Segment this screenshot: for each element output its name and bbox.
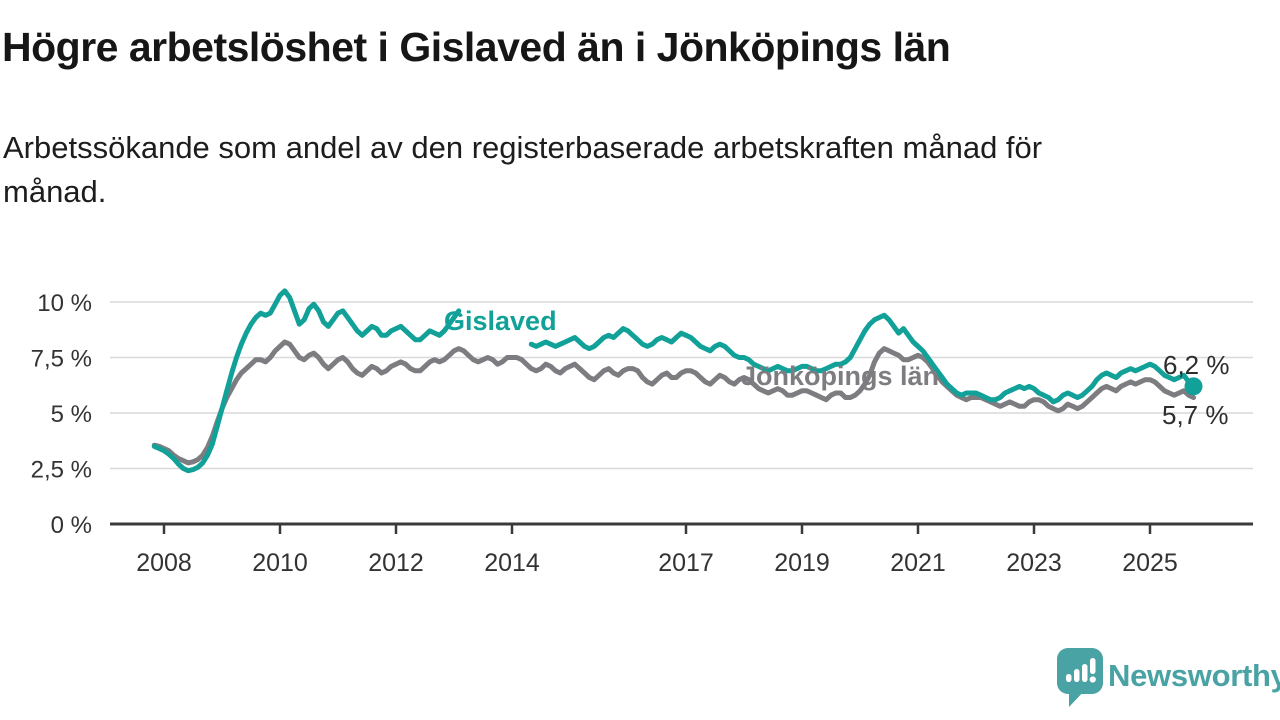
end-value-jonkopings-lan: 5,7 % [1162,400,1229,430]
newsworthy-icon [1057,648,1103,707]
series-line-gislaved [151,288,1196,474]
x-axis-label: 2008 [136,549,192,577]
end-point-dot [1184,377,1203,396]
subtitle-line-2: månad. [3,174,107,209]
y-axis-label: 0 % [51,512,92,539]
subtitle: Arbetssökande som andel av den registerb… [3,126,1203,214]
y-axis-label: 2,5 % [31,457,92,484]
x-axis-label: 2023 [1006,549,1062,577]
page-title: Högre arbetslöshet i Gislaved än i Jönkö… [2,24,951,70]
x-axis-label: 2021 [890,549,946,577]
y-axis-label: 10 % [37,290,92,317]
x-axis-label: 2014 [484,549,540,577]
newsworthy-wordmark: Newsworthy [1108,658,1280,693]
newsworthy-logo: Newsworthy [1057,648,1280,710]
x-axis-label: 2017 [658,549,714,577]
series-label-gislaved: Gislaved [444,306,557,336]
end-value-gislaved: 6,2 % [1163,350,1230,380]
y-axis-label: 5 % [51,401,92,428]
x-axis-label: 2025 [1122,549,1178,577]
x-axis-label: 2019 [774,549,830,577]
subtitle-line-1: Arbetssökande som andel av den registerb… [3,130,1043,165]
series-line-j-nk-pings-l-n [151,339,1196,466]
x-axis-label: 2010 [252,549,308,577]
y-axis-label: 7,5 % [31,346,92,373]
x-axis-label: 2012 [368,549,424,577]
series-label-jonkopings-lan: Jönköpings län [741,361,940,391]
